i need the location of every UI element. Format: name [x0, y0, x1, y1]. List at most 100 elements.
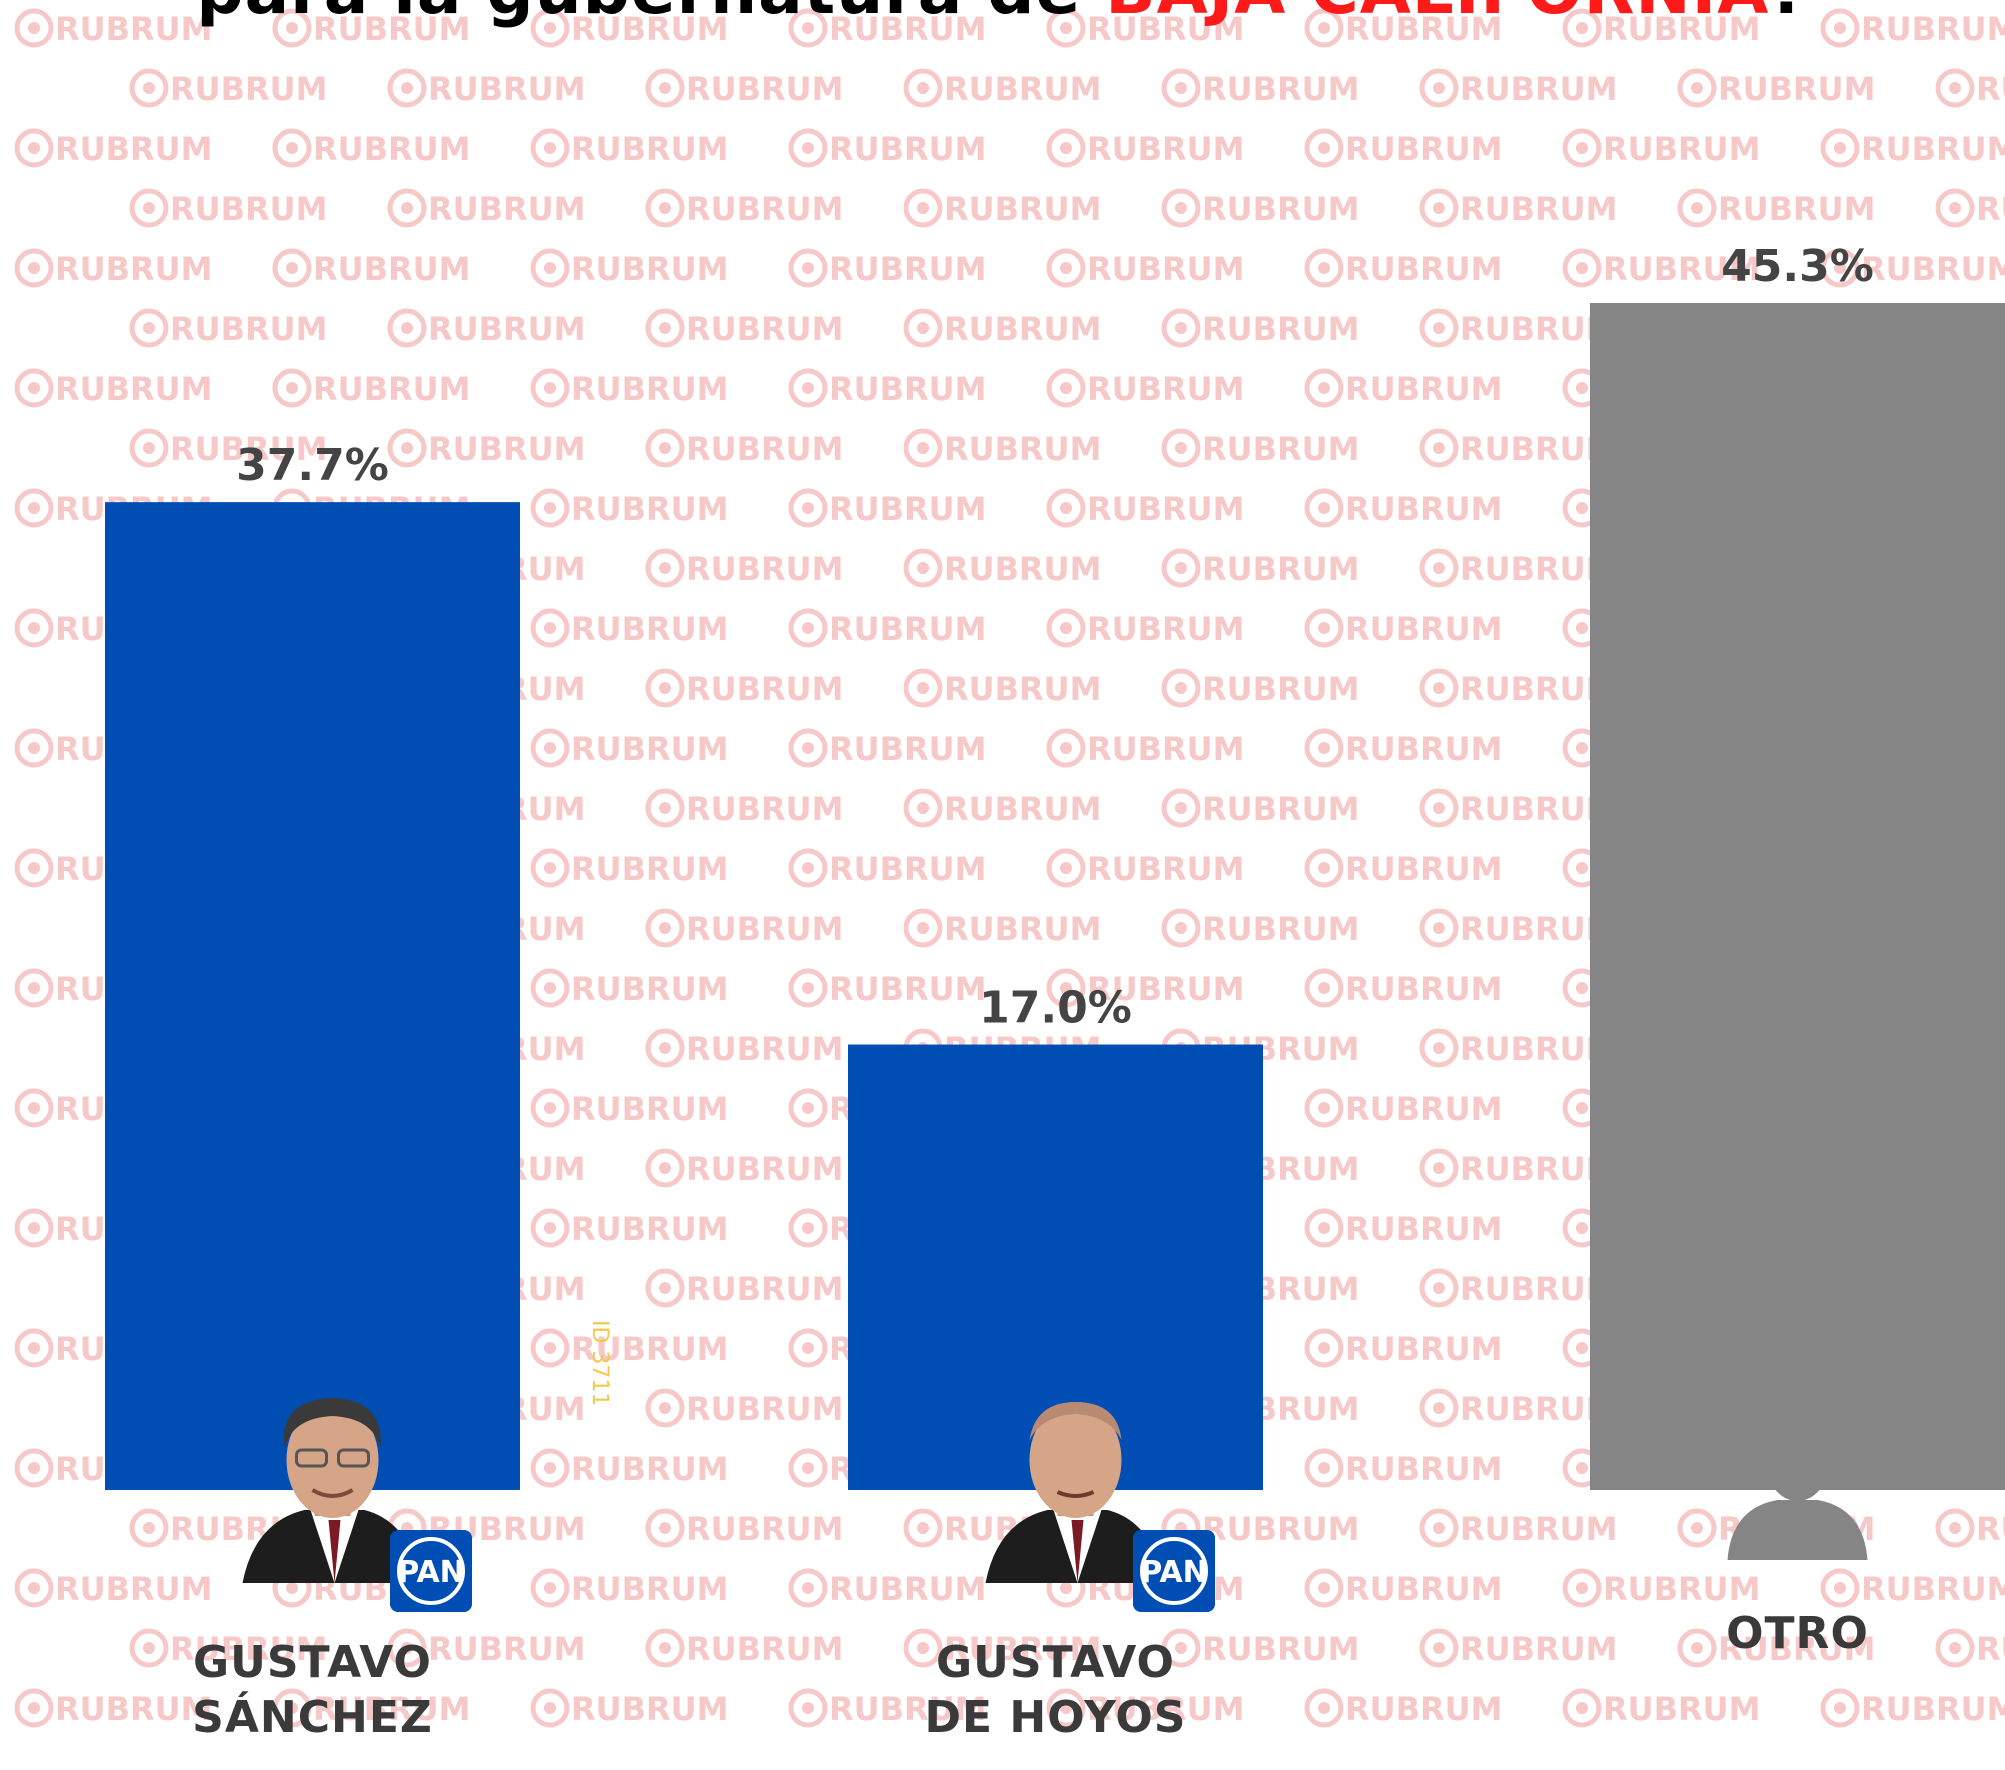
image-id-tag: ID 3711 [587, 1320, 612, 1407]
svg-text:RUBRUM: RUBRUM [686, 70, 843, 108]
watermark-tile: RUBRUM [903, 668, 1101, 708]
svg-text:RUBRUM: RUBRUM [1345, 250, 1502, 288]
watermark-tile: RUBRUM [1046, 8, 1244, 48]
svg-text:RUBRUM: RUBRUM [571, 730, 728, 768]
svg-text:RUBRUM: RUBRUM [571, 370, 728, 408]
svg-text:RUBRUM: RUBRUM [686, 1270, 843, 1308]
svg-text:RUBRUM: RUBRUM [1603, 10, 1760, 48]
watermark-tile: RUBRUM [272, 368, 470, 408]
watermark-tile: RUBRUM [1161, 908, 1359, 948]
watermark-tile: RUBRUM [387, 1628, 585, 1668]
watermark-tile: RUBRUM [1419, 68, 1617, 108]
svg-text:PAN: PAN [1140, 1555, 1208, 1590]
watermark-tile: RUBRUM [1677, 68, 1875, 108]
watermark-tile: RUBRUM [1304, 128, 1502, 168]
watermark-tile: RUBRUM [1677, 188, 1875, 228]
svg-text:RUBRUM: RUBRUM [55, 370, 212, 408]
svg-text:RUBRUM: RUBRUM [1087, 1690, 1244, 1728]
svg-text:RUBRUM: RUBRUM [1087, 490, 1244, 528]
watermark-tile: RUBRUM [903, 308, 1101, 348]
svg-text:RUBRUM: RUBRUM [1202, 790, 1359, 828]
svg-text:RUBRUM: RUBRUM [1202, 190, 1359, 228]
svg-text:RUBRUM: RUBRUM [1976, 1510, 2005, 1548]
svg-text:RUBRUM: RUBRUM [1345, 850, 1502, 888]
watermark-tile: RUBRUM [1304, 368, 1502, 408]
svg-text:RUBRUM: RUBRUM [1861, 1570, 2005, 1608]
watermark-tile: RUBRUM [272, 1688, 470, 1728]
watermark-tile: RUBRUM [903, 908, 1101, 948]
watermark-tile: RUBRUM [645, 908, 843, 948]
svg-text:RUBRUM: RUBRUM [1087, 970, 1244, 1008]
svg-text:RUBRUM: RUBRUM [55, 10, 212, 48]
svg-text:RUBRUM: RUBRUM [1345, 610, 1502, 648]
watermark-tile: RUBRUM [645, 1628, 843, 1668]
svg-text:RUBRUM: RUBRUM [944, 310, 1101, 348]
watermark-tile: RUBRUM [1046, 848, 1244, 888]
watermark-tile: RUBRUM [645, 1028, 843, 1068]
svg-text:RUBRUM: RUBRUM [1603, 130, 1760, 168]
svg-text:RUBRUM: RUBRUM [55, 130, 212, 168]
watermark-tile: RUBRUM [1304, 1568, 1502, 1608]
svg-text:RUBRUM: RUBRUM [1718, 190, 1875, 228]
watermark-tile: RUBRUM [14, 248, 212, 288]
svg-text:RUBRUM: RUBRUM [313, 370, 470, 408]
watermark-tile: RUBRUM [1820, 1568, 2005, 1608]
svg-text:RUBRUM: RUBRUM [829, 130, 986, 168]
watermark-tile: RUBRUM [1419, 1628, 1617, 1668]
category-label-line: DE HOYOS [925, 1692, 1187, 1743]
svg-text:RUBRUM: RUBRUM [1345, 370, 1502, 408]
watermark-tile: RUBRUM [1935, 1508, 2005, 1548]
svg-text:RUBRUM: RUBRUM [1976, 1630, 2005, 1668]
svg-text:RUBRUM: RUBRUM [686, 1630, 843, 1668]
svg-text:RUBRUM: RUBRUM [1087, 610, 1244, 648]
watermark-tile: RUBRUM [1562, 1688, 1760, 1728]
svg-text:RUBRUM: RUBRUM [571, 130, 728, 168]
watermark-tile: RUBRUM [1304, 488, 1502, 528]
svg-text:RUBRUM: RUBRUM [1202, 1630, 1359, 1668]
title-state-highlight: BAJA CALIFORNIA [1105, 0, 1769, 29]
watermark-tile: RUBRUM [1935, 188, 2005, 228]
watermark-tile: RUBRUM [788, 968, 986, 1008]
watermark-tile: RUBRUM [530, 1328, 728, 1368]
svg-text:RUBRUM: RUBRUM [1202, 910, 1359, 948]
watermark-tile: RUBRUM [1304, 728, 1502, 768]
watermark-tile: RUBRUM [1304, 248, 1502, 288]
category-label-line: SÁNCHEZ [192, 1690, 433, 1743]
svg-text:RUBRUM: RUBRUM [1202, 550, 1359, 588]
svg-text:RUBRUM: RUBRUM [428, 430, 585, 468]
svg-text:RUBRUM: RUBRUM [571, 250, 728, 288]
svg-text:RUBRUM: RUBRUM [1603, 1570, 1760, 1608]
svg-text:RUBRUM: RUBRUM [944, 430, 1101, 468]
watermark-tile: RUBRUM [129, 1628, 327, 1668]
watermark-tile: RUBRUM [14, 368, 212, 408]
watermark-tile: RUBRUM [1304, 968, 1502, 1008]
title-prefix: para la gubernatura de [196, 0, 1105, 29]
watermark-tile: RUBRUM [129, 428, 327, 468]
watermark-tile: RUBRUM [645, 1268, 843, 1308]
svg-text:RUBRUM: RUBRUM [1976, 190, 2005, 228]
watermark-tile: RUBRUM [788, 368, 986, 408]
watermark-tile: RUBRUM [1419, 188, 1617, 228]
svg-text:RUBRUM: RUBRUM [1460, 190, 1617, 228]
svg-text:RUBRUM: RUBRUM [313, 1690, 470, 1728]
watermark-tile: RUBRUM [645, 188, 843, 228]
watermark-tile: RUBRUM [645, 1148, 843, 1188]
svg-text:RUBRUM: RUBRUM [1861, 130, 2005, 168]
svg-text:RUBRUM: RUBRUM [1345, 1450, 1502, 1488]
watermark-tile: RUBRUM [1046, 728, 1244, 768]
watermark-tile: RUBRUM [530, 488, 728, 528]
svg-text:RUBRUM: RUBRUM [1345, 490, 1502, 528]
svg-text:RUBRUM: RUBRUM [1202, 1510, 1359, 1548]
svg-text:RUBRUM: RUBRUM [55, 250, 212, 288]
watermark-tile: RUBRUM [530, 1088, 728, 1128]
category-label-line: GUSTAVO [193, 1637, 432, 1688]
svg-text:RUBRUM: RUBRUM [428, 190, 585, 228]
svg-text:RUBRUM: RUBRUM [170, 1630, 327, 1668]
watermark-tile: RUBRUM [1046, 608, 1244, 648]
svg-text:RUBRUM: RUBRUM [686, 1390, 843, 1428]
category-label-line: GUSTAVO [936, 1637, 1175, 1688]
svg-text:RUBRUM: RUBRUM [944, 670, 1101, 708]
svg-text:RUBRUM: RUBRUM [1861, 250, 2005, 288]
svg-text:RUBRUM: RUBRUM [1603, 250, 1760, 288]
